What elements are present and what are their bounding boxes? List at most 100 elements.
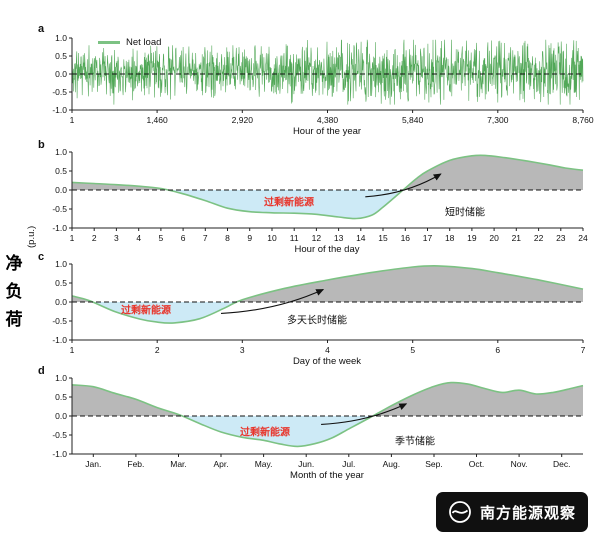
- x-tick-label: 2: [92, 233, 97, 243]
- y-tick-label: -0.5: [52, 87, 67, 97]
- net-load-curve: [71, 154, 584, 220]
- y-tick-label: 0.5: [55, 278, 67, 288]
- panel-letter-a: a: [38, 23, 45, 35]
- watermark-label: 南方能源观察: [479, 504, 576, 522]
- x-tick-label: 1: [70, 233, 75, 243]
- y-tick-label: 0.0: [55, 185, 67, 195]
- x-tick-label: 3: [240, 345, 245, 355]
- legend-net-load: Net load: [98, 37, 161, 48]
- y-axis-label: 净负荷: [5, 254, 23, 330]
- y-tick-label: 0.0: [55, 69, 67, 79]
- x-tick-label: 24: [578, 233, 588, 243]
- x-tick-label: 2,920: [232, 115, 254, 125]
- excess-renewables-area: [72, 416, 583, 447]
- x-tick-label: Jun.: [298, 459, 314, 469]
- x-tick-label: 14: [356, 233, 366, 243]
- y-tick-label: -1.0: [52, 223, 67, 233]
- net-load-positive-area: [72, 155, 583, 190]
- x-tick-label: Sep.: [425, 459, 443, 469]
- excess-renewables-area: [72, 190, 583, 219]
- x-axis-title-b: Hour of the day: [294, 244, 360, 255]
- x-tick-label: Feb.: [127, 459, 144, 469]
- x-tick-label: 1: [70, 345, 75, 355]
- x-tick-label: 5: [159, 233, 164, 243]
- x-tick-label: 10: [267, 233, 277, 243]
- multi-day-storage-label: 多天长时储能: [287, 315, 347, 327]
- net-load-hourly-signal: [71, 39, 584, 105]
- x-tick-label: 4,380: [317, 115, 339, 125]
- x-tick-label: 6: [181, 233, 186, 243]
- x-axis-title-a: Hour of the year: [292, 126, 362, 137]
- x-tick-label: 17: [423, 233, 433, 243]
- x-tick-label: 21: [512, 233, 522, 243]
- x-tick-label: 4: [325, 345, 330, 355]
- x-tick-label: Oct.: [469, 459, 485, 469]
- y-tick-label: -0.5: [52, 430, 67, 440]
- x-tick-label: Aug.: [383, 459, 401, 469]
- surplus-renewables-label-c: 过剩新能源: [121, 305, 171, 317]
- net-load-curve: [71, 381, 584, 448]
- storage-arrow: [321, 403, 408, 425]
- x-tick-label: 18: [445, 233, 455, 243]
- y-tick-label: -1.0: [52, 449, 67, 459]
- x-tick-label: 2: [155, 345, 160, 355]
- storage-arrow: [365, 173, 442, 198]
- y-tick-label: 0.5: [55, 166, 67, 176]
- x-tick-label: 20: [489, 233, 499, 243]
- y-tick-label: 1.0: [55, 259, 67, 269]
- seasonal-storage-label: 季节储能: [395, 436, 435, 448]
- x-tick-label: 11: [290, 233, 299, 243]
- x-tick-label: 9: [247, 233, 252, 243]
- x-tick-label: Nov.: [511, 459, 528, 469]
- x-tick-label: 4: [136, 233, 141, 243]
- surplus-renewables-label-d: 过剩新能源: [240, 427, 290, 439]
- x-tick-label: 1: [70, 115, 75, 125]
- x-tick-label: 3: [114, 233, 119, 243]
- x-tick-label: 6: [495, 345, 500, 355]
- x-tick-label: Jan.: [85, 459, 101, 469]
- x-tick-label: 8,760: [572, 115, 594, 125]
- x-tick-label: 7,300: [487, 115, 509, 125]
- short-duration-storage-label: 短时储能: [445, 207, 485, 219]
- panel-letter-d: d: [38, 365, 45, 377]
- storage-arrow: [220, 288, 325, 314]
- legend-label: Net load: [126, 37, 162, 48]
- x-tick-label: 1,460: [146, 115, 168, 125]
- x-tick-label: 23: [556, 233, 566, 243]
- x-tick-label: 8: [225, 233, 230, 243]
- panel-letter-b: b: [38, 139, 45, 151]
- net-load-positive-area: [72, 265, 583, 302]
- y-tick-label: 1.0: [55, 373, 67, 383]
- y-tick-label: 0.5: [55, 392, 67, 402]
- y-tick-label: -1.0: [52, 335, 67, 345]
- x-tick-label: 12: [312, 233, 322, 243]
- y-tick-label: -0.5: [52, 204, 67, 214]
- x-tick-label: 7: [203, 233, 208, 243]
- y-tick-label: 0.0: [55, 297, 67, 307]
- x-axis-title-c: Day of the week: [292, 356, 362, 367]
- x-tick-label: 7: [581, 345, 586, 355]
- x-tick-label: May.: [255, 459, 273, 469]
- excess-renewables-area: [72, 302, 583, 324]
- watermark-logo: [449, 501, 471, 523]
- surplus-renewables-label-b: 过剩新能源: [264, 197, 314, 209]
- y-tick-label: 0.0: [55, 411, 67, 421]
- net-load-positive-area: [72, 382, 583, 416]
- y-tick-label: -0.5: [52, 316, 67, 326]
- x-tick-label: Jul.: [342, 459, 355, 469]
- watermark: 南方能源观察: [436, 492, 588, 532]
- net-load-curve: [71, 264, 584, 324]
- x-tick-label: 13: [334, 233, 344, 243]
- y-axis-unit-label: (p.u.): [26, 225, 37, 248]
- y-tick-label: 1.0: [55, 147, 67, 157]
- x-tick-label: 15: [378, 233, 388, 243]
- x-tick-label: 5: [410, 345, 415, 355]
- x-tick-label: Apr.: [213, 459, 228, 469]
- y-tick-label: 0.5: [55, 51, 67, 61]
- y-tick-label: -1.0: [52, 105, 67, 115]
- y-tick-label: 1.0: [55, 33, 67, 43]
- x-tick-label: Mar.: [170, 459, 187, 469]
- x-tick-label: 16: [401, 233, 411, 243]
